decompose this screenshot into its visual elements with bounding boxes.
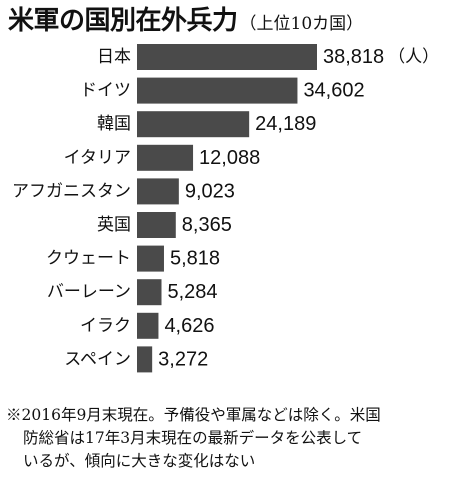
value-label: 5,284 — [168, 281, 218, 303]
bar — [137, 312, 159, 339]
bar — [137, 279, 162, 306]
footnote: ※2016年9月末現在。予備役や軍属などは除く。米国 防総省は17年3月末現在の… — [6, 404, 446, 473]
category-label: バーレーン — [47, 282, 131, 302]
bar — [137, 346, 153, 373]
chart-title: 米軍の国別在外兵力 — [8, 6, 238, 36]
value-label: 8,365 — [182, 214, 232, 236]
value-label: 12,088 — [199, 147, 260, 169]
value-label: 24,189 — [255, 113, 316, 135]
category-label: スペイン — [64, 349, 131, 369]
bar — [137, 44, 317, 70]
category-label: 英国 — [97, 215, 131, 235]
category-label: ドイツ — [80, 81, 131, 101]
bar — [137, 144, 194, 171]
bar-chart: 日本 38,818 （人） ドイツ 34,602 韓国 24,189 イタリア 12,088 アフ… — [12, 44, 439, 373]
category-label: イタリア — [64, 148, 131, 168]
footnote-line-2: 防総省は17年3月末現在の最新データを公表して — [23, 429, 363, 447]
category-label: アフガニスタン — [12, 181, 131, 201]
category-label: 日本 — [97, 47, 131, 67]
value-label: 3,272 — [158, 348, 208, 370]
value-label: 4,626 — [164, 315, 214, 337]
category-label: イラク — [80, 316, 131, 336]
bar — [137, 178, 179, 205]
value-label: 5,818 — [170, 248, 220, 270]
footnote-line-3: いるが、傾向に大きな変化はない — [23, 452, 256, 470]
category-label: クウェート — [46, 249, 131, 269]
unit-label: （人） — [388, 47, 439, 67]
value-label: 34,602 — [303, 80, 364, 102]
footnote-line-1: ※2016年9月末現在。予備役や軍属などは除く。米国 — [6, 406, 381, 424]
bar — [137, 111, 250, 138]
bar — [137, 77, 298, 104]
bar — [137, 212, 176, 238]
chart-title-row: 米軍の国別在外兵力 （上位10カ国） — [8, 4, 444, 38]
chart-subtitle: （上位10カ国） — [239, 14, 364, 34]
value-label: 38,818 — [323, 46, 384, 68]
bar — [137, 245, 164, 272]
category-label: 韓国 — [97, 114, 131, 134]
value-label: 9,023 — [185, 180, 235, 202]
